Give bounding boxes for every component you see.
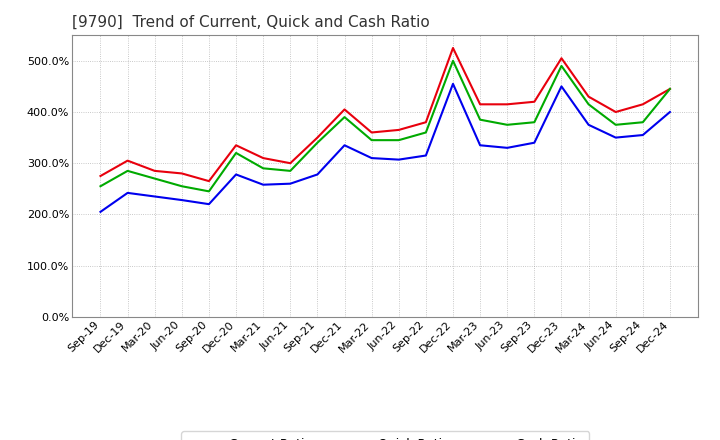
Cash Ratio <box>665 110 674 115</box>
Cash Ratio <box>476 143 485 148</box>
Cash Ratio <box>611 135 620 140</box>
Current Ratio <box>639 102 647 107</box>
Current Ratio <box>476 102 485 107</box>
Current Ratio <box>313 135 322 140</box>
Cash Ratio <box>639 132 647 138</box>
Quick Ratio <box>232 150 240 156</box>
Current Ratio <box>96 173 105 179</box>
Cash Ratio <box>367 155 376 161</box>
Cash Ratio <box>204 202 213 207</box>
Quick Ratio <box>584 102 593 107</box>
Cash Ratio <box>530 140 539 145</box>
Quick Ratio <box>367 138 376 143</box>
Quick Ratio <box>178 183 186 189</box>
Quick Ratio <box>150 176 159 181</box>
Text: [9790]  Trend of Current, Quick and Cash Ratio: [9790] Trend of Current, Quick and Cash … <box>72 15 430 30</box>
Current Ratio <box>584 94 593 99</box>
Current Ratio <box>611 110 620 115</box>
Legend: Current Ratio, Quick Ratio, Cash Ratio: Current Ratio, Quick Ratio, Cash Ratio <box>181 432 590 440</box>
Quick Ratio <box>611 122 620 128</box>
Current Ratio <box>259 155 268 161</box>
Quick Ratio <box>259 166 268 171</box>
Current Ratio <box>286 161 294 166</box>
Quick Ratio <box>96 183 105 189</box>
Current Ratio <box>421 120 430 125</box>
Current Ratio <box>395 127 403 132</box>
Quick Ratio <box>665 86 674 92</box>
Cash Ratio <box>557 84 566 89</box>
Current Ratio <box>367 130 376 135</box>
Current Ratio <box>503 102 511 107</box>
Current Ratio <box>204 179 213 184</box>
Quick Ratio <box>204 189 213 194</box>
Current Ratio <box>123 158 132 163</box>
Line: Cash Ratio: Cash Ratio <box>101 84 670 212</box>
Quick Ratio <box>286 168 294 173</box>
Cash Ratio <box>313 172 322 177</box>
Cash Ratio <box>232 172 240 177</box>
Quick Ratio <box>639 120 647 125</box>
Cash Ratio <box>584 122 593 128</box>
Quick Ratio <box>341 114 349 120</box>
Current Ratio <box>530 99 539 104</box>
Cash Ratio <box>503 145 511 150</box>
Cash Ratio <box>178 198 186 203</box>
Quick Ratio <box>476 117 485 122</box>
Cash Ratio <box>150 194 159 199</box>
Quick Ratio <box>530 120 539 125</box>
Current Ratio <box>557 55 566 61</box>
Current Ratio <box>150 168 159 173</box>
Current Ratio <box>232 143 240 148</box>
Quick Ratio <box>313 140 322 145</box>
Current Ratio <box>449 45 457 51</box>
Quick Ratio <box>421 130 430 135</box>
Cash Ratio <box>123 190 132 195</box>
Current Ratio <box>341 107 349 112</box>
Cash Ratio <box>341 143 349 148</box>
Quick Ratio <box>449 58 457 63</box>
Line: Quick Ratio: Quick Ratio <box>101 61 670 191</box>
Line: Current Ratio: Current Ratio <box>101 48 670 181</box>
Cash Ratio <box>395 157 403 162</box>
Quick Ratio <box>557 63 566 69</box>
Current Ratio <box>178 171 186 176</box>
Cash Ratio <box>259 182 268 187</box>
Quick Ratio <box>503 122 511 128</box>
Cash Ratio <box>286 181 294 186</box>
Quick Ratio <box>395 138 403 143</box>
Current Ratio <box>665 86 674 92</box>
Cash Ratio <box>421 153 430 158</box>
Quick Ratio <box>123 168 132 173</box>
Cash Ratio <box>449 81 457 87</box>
Cash Ratio <box>96 209 105 214</box>
